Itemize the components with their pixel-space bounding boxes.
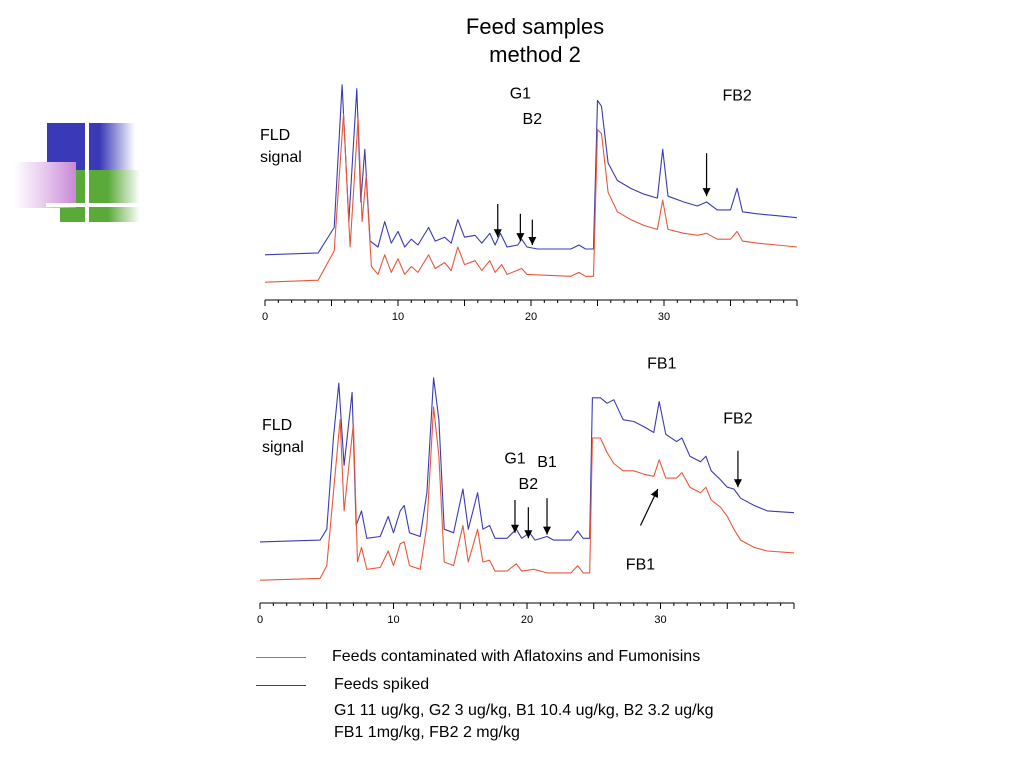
x-tick-label: 30 bbox=[654, 614, 666, 626]
legend-label-contaminated: Feeds contaminated with Aflatoxins and F… bbox=[332, 648, 701, 665]
spike-levels-note-1: G1 11 ug/kg, G2 3 ug/kg, B1 10.4 ug/kg, … bbox=[334, 702, 714, 719]
legend-label-spiked: Feeds spiked bbox=[334, 676, 430, 693]
decorative-squares-logo bbox=[14, 118, 145, 228]
title-line-1: Feed samples bbox=[465, 14, 605, 39]
peak-arrow-head bbox=[493, 229, 502, 238]
y-axis-label: signal bbox=[262, 439, 304, 456]
y-axis-label: FLD bbox=[262, 417, 292, 434]
peak-arrow-head bbox=[528, 237, 537, 246]
peak-arrow-head bbox=[733, 479, 742, 488]
peak-annotation-label: G1 bbox=[504, 450, 525, 467]
peak-annotation-label: B2 bbox=[523, 111, 543, 128]
x-tick-label: 20 bbox=[521, 614, 533, 626]
peak-annotation-label: FB1 bbox=[647, 356, 676, 373]
spike-levels-note-2: FB1 1mg/kg, FB2 2 mg/kg bbox=[334, 724, 520, 741]
peak-annotation-label: FB2 bbox=[722, 87, 751, 104]
legend-contaminated: Feeds contaminated with Aflatoxins and F… bbox=[256, 647, 796, 667]
series-line-spiked bbox=[264, 84, 798, 256]
peak-arrow-head bbox=[524, 530, 533, 539]
legend-spiked: Feeds spiked bbox=[256, 675, 796, 695]
peak-arrow-head bbox=[650, 489, 659, 498]
title-line-2: method 2 bbox=[489, 42, 581, 67]
x-tick-label: 10 bbox=[392, 311, 404, 323]
peak-annotation-label: FB2 bbox=[723, 410, 752, 427]
deco-white-vertical-line bbox=[85, 118, 89, 228]
x-tick-label: 0 bbox=[257, 614, 263, 626]
x-tick-label: 30 bbox=[658, 311, 670, 323]
series-line-spiked bbox=[259, 377, 795, 543]
x-tick-label: 10 bbox=[387, 614, 399, 626]
peak-arrow-head bbox=[702, 188, 711, 197]
peak-annotation-label: FB1 bbox=[626, 556, 655, 573]
slide-title: Feed samples method 2 bbox=[390, 13, 680, 69]
deco-pink-square bbox=[14, 162, 76, 208]
peak-annotation-label: G1 bbox=[510, 85, 531, 102]
chromatogram-bottom: FLD signal 0 10 20 30 G1 B2 B1 FB1 FB2 FB1 bbox=[257, 356, 795, 626]
peak-annotation-label: B2 bbox=[519, 476, 539, 493]
series-line-contaminated bbox=[259, 406, 795, 581]
y-axis-label: FLD bbox=[260, 127, 290, 144]
peak-arrow-head bbox=[510, 524, 519, 533]
x-tick-label: 0 bbox=[262, 311, 268, 323]
series-line-contaminated bbox=[264, 113, 798, 283]
legend-swatch-spiked bbox=[256, 685, 306, 686]
chromatogram-top: FLDsignal0102030G2G1B2FB1FB3FB2 bbox=[260, 84, 798, 323]
deco-white-horizontal-line bbox=[46, 203, 145, 207]
x-tick-label: 20 bbox=[525, 311, 537, 323]
y-axis-label: signal bbox=[260, 149, 302, 166]
legend-swatch-contaminated bbox=[256, 657, 306, 658]
peak-arrow-head bbox=[516, 233, 525, 242]
peak-annotation-label: B1 bbox=[537, 454, 557, 471]
peak-arrow-head bbox=[543, 526, 552, 535]
